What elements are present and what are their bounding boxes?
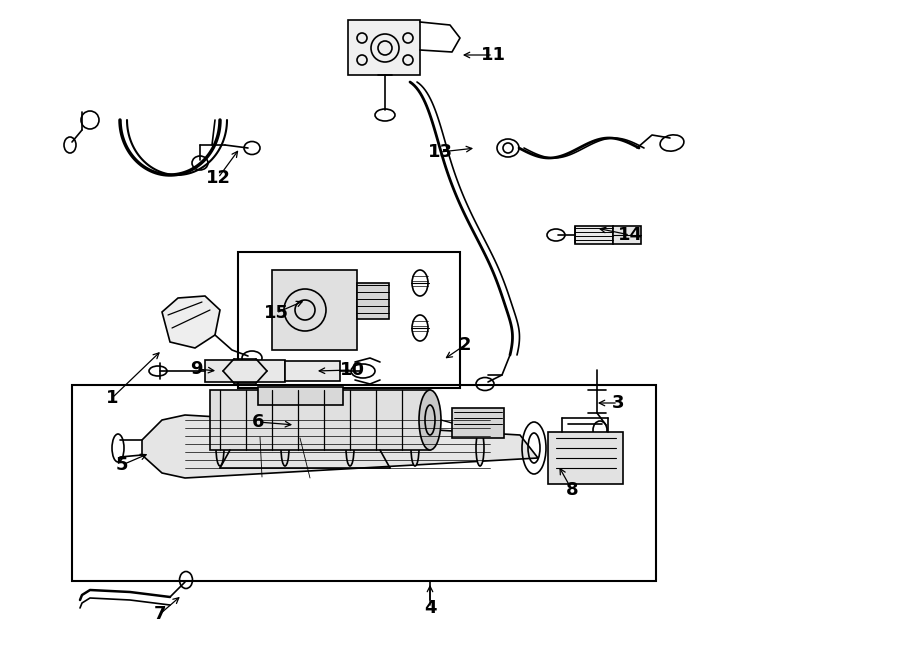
Text: 5: 5 bbox=[116, 456, 128, 474]
Text: 14: 14 bbox=[617, 226, 643, 244]
Text: 4: 4 bbox=[424, 599, 436, 617]
Bar bbox=[258, 387, 343, 405]
Ellipse shape bbox=[419, 390, 441, 450]
Text: 13: 13 bbox=[428, 143, 453, 161]
Bar bbox=[272, 270, 357, 350]
Text: 15: 15 bbox=[264, 304, 289, 322]
Text: 3: 3 bbox=[612, 394, 625, 412]
Polygon shape bbox=[142, 415, 538, 478]
Bar bbox=[548, 432, 623, 484]
Text: 9: 9 bbox=[190, 360, 203, 378]
Bar bbox=[72, 385, 656, 581]
Ellipse shape bbox=[281, 430, 289, 466]
Text: 8: 8 bbox=[566, 481, 579, 499]
Text: 2: 2 bbox=[459, 336, 472, 354]
Text: 11: 11 bbox=[481, 46, 506, 64]
Bar bbox=[348, 20, 420, 75]
Bar bbox=[285, 361, 340, 381]
Bar bbox=[613, 226, 641, 244]
Bar bbox=[238, 252, 460, 388]
Ellipse shape bbox=[411, 430, 419, 466]
Text: 7: 7 bbox=[154, 605, 166, 623]
Polygon shape bbox=[162, 296, 220, 348]
Ellipse shape bbox=[346, 430, 354, 466]
Ellipse shape bbox=[476, 430, 484, 466]
Text: 10: 10 bbox=[339, 361, 365, 379]
Bar bbox=[205, 360, 285, 382]
Bar bbox=[575, 226, 613, 244]
Ellipse shape bbox=[216, 430, 224, 466]
Bar bbox=[357, 283, 389, 319]
Text: 1: 1 bbox=[106, 389, 118, 407]
Bar bbox=[210, 390, 430, 450]
Text: 6: 6 bbox=[252, 413, 265, 431]
Bar bbox=[452, 408, 504, 438]
Text: 12: 12 bbox=[205, 169, 230, 187]
